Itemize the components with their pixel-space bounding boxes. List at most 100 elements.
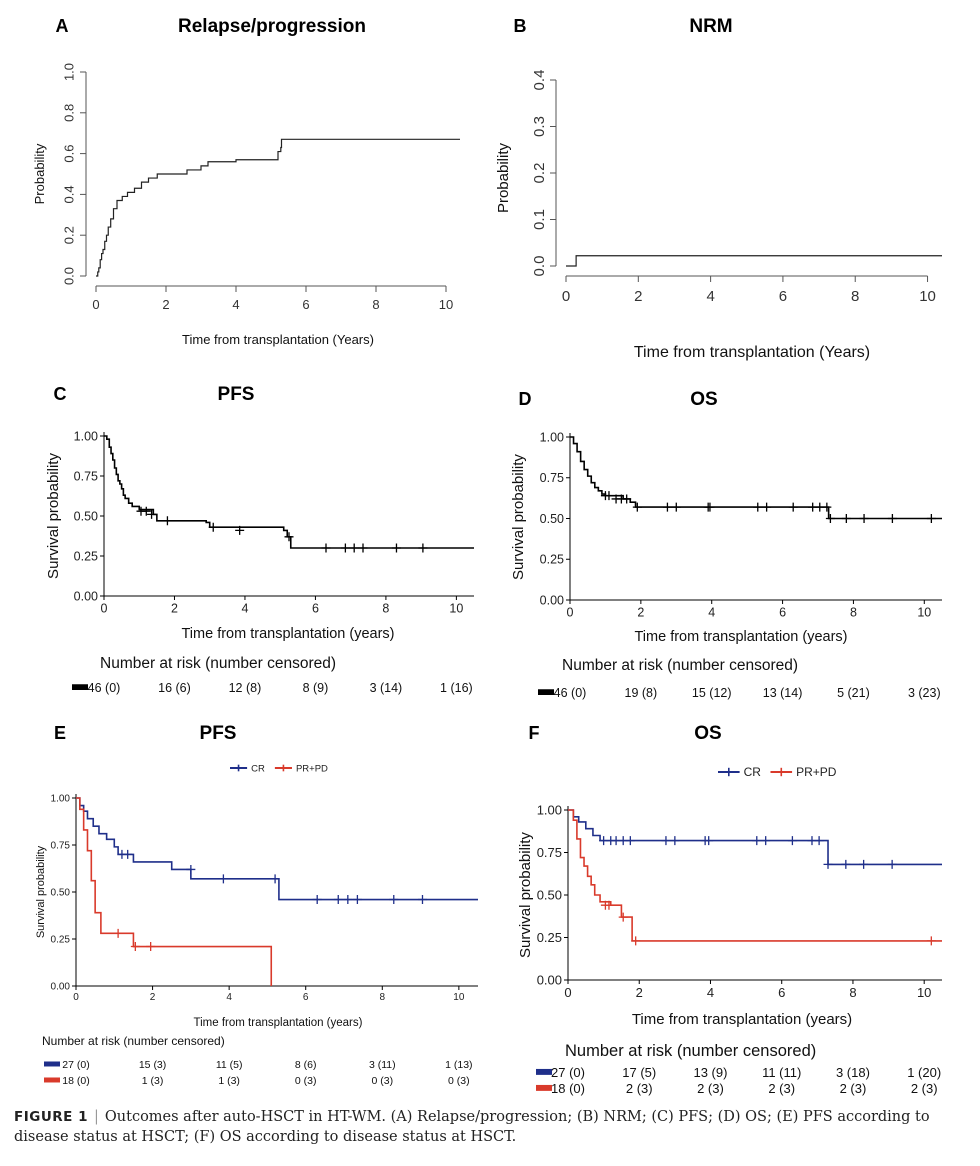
censor-mark-d [825,514,835,523]
risk-value-f: 13 (9) [693,1065,727,1080]
x-tick-label-a: 4 [232,297,239,312]
x-tick-label-a: 6 [302,297,309,312]
series-line-e-PR+PD [76,797,273,986]
risk-title-d: Number at risk (number censored) [562,657,798,674]
x-tick-label-b: 6 [779,288,787,305]
censor-mark-d [822,502,832,512]
y-tick-label-c: 1.00 [74,429,98,443]
censor-mark-f [670,836,680,846]
censor-mark-d [604,491,614,501]
panel-letter-a: A [56,16,69,36]
x-tick-label-e: 10 [453,992,465,1003]
censor-mark-f [841,859,851,869]
y-tick-label-d: 0.75 [540,471,564,485]
y-tick-label-c: 0.00 [74,589,98,603]
x-tick-label-a: 10 [439,297,453,312]
risk-value-e: 8 (6) [295,1059,317,1071]
x-tick-label-e: 2 [150,992,156,1003]
y-tick-label-b: 0.1 [531,209,548,230]
y-axis-label-a: Probability [32,143,47,204]
caption-text: Outcomes after auto-HSCT in HT-WM. (A) R… [14,1109,930,1145]
risk-value-f: 3 (18) [836,1065,870,1080]
censor-mark-c [349,543,359,553]
x-tick-label-c: 8 [382,602,389,616]
risk-value-e: 1 (3) [218,1075,240,1087]
censor-mark-c [208,522,218,532]
censor-mark-f [631,936,641,946]
legend-label-f: CR [744,765,762,779]
panel-letter-f: F [529,723,540,743]
risk-value-e: 27 (0) [62,1059,89,1071]
y-tick-label-a: 1.0 [62,63,77,81]
y-tick-label-e: 0.75 [51,841,71,852]
x-axis-label-e: Time from transplantation (years) [194,1017,363,1029]
risk-value-d: 13 (14) [763,686,803,700]
figure-caption: FIGURE 1 | Outcomes after auto-HSCT in HT-… [14,1107,969,1147]
series-line-b-0 [566,255,942,267]
x-tick-label-b: 10 [919,288,936,305]
censor-mark-d [887,514,897,523]
x-tick-label-b: 2 [634,288,642,305]
caption-label: FIGURE 1 [14,1109,88,1125]
risk-row-key-c [72,684,88,690]
series-line-e-CR [76,797,478,901]
x-axis-label-a: Time from transplantation (Years) [182,332,374,347]
panel-letter-c: C [54,384,67,404]
censor-mark-f [625,836,635,846]
risk-value-f: 17 (5) [622,1065,656,1080]
risk-value-d: 5 (21) [837,686,870,700]
censor-mark-e [113,928,123,938]
y-tick-label-c: 0.75 [74,469,98,483]
censor-mark-f [859,859,869,869]
y-axis-label-e: Survival probability [35,845,47,938]
y-axis-label-d: Survival probability [510,454,527,580]
x-tick-label-f: 8 [849,985,856,1000]
censor-mark-c [147,509,157,519]
y-tick-label-b: 0.2 [531,163,548,184]
censor-mark-d [762,502,772,512]
y-tick-label-f: 0.50 [537,888,562,903]
risk-value-f: 2 (3) [626,1081,653,1096]
risk-value-e: 18 (0) [62,1075,89,1087]
risk-value-f: 27 (0) [551,1065,585,1080]
x-tick-label-f: 0 [564,985,571,1000]
risk-title-f: Number at risk (number censored) [565,1042,816,1060]
censor-mark-c [162,516,172,526]
censor-mark-f [661,836,671,846]
x-tick-label-a: 8 [372,297,379,312]
risk-value-e: 0 (3) [371,1075,393,1087]
censor-mark-c [284,532,294,542]
x-tick-label-f: 2 [636,985,643,1000]
y-tick-label-e: 0.00 [51,982,71,993]
y-tick-label-a: 0.4 [62,185,77,203]
y-tick-label-d: 0.00 [540,593,564,607]
y-tick-label-f: 1.00 [537,803,562,818]
censor-mark-e [218,874,228,884]
series-line-d-0 [570,436,942,520]
censor-mark-c [235,525,245,535]
censor-mark-f [814,836,824,846]
risk-value-d: 3 (23) [908,686,941,700]
censor-mark-d [662,502,672,512]
censor-mark-d [926,514,936,523]
y-tick-label-a: 0.8 [62,104,77,122]
series-line-f-CR [568,809,942,866]
risk-value-f: 11 (11) [762,1065,801,1080]
legend-label-e: CR [251,763,265,774]
x-axis-label-d: Time from transplantation (years) [634,629,847,645]
risk-value-f: 2 (3) [697,1081,724,1096]
risk-value-e: 3 (11) [369,1059,396,1071]
censor-mark-f [761,836,771,846]
y-axis-label-b: Probability [495,142,512,213]
y-tick-label-c: 0.50 [74,509,98,523]
risk-value-e: 0 (3) [295,1075,317,1087]
series-line-c-0 [104,435,474,549]
x-tick-label-d: 8 [850,606,857,620]
panel-d: D OS 0 2 4 6 8 10 0.00 0.25 0.50 0.75 1.00 Time from … [510,389,942,700]
y-tick-label-a: 0.0 [62,267,77,285]
y-axis-label-f: Survival probability [517,832,534,958]
risk-value-f: 2 (3) [840,1081,867,1096]
censor-mark-d [705,502,715,512]
censor-mark-e [352,895,362,905]
censor-mark-e [333,895,343,905]
